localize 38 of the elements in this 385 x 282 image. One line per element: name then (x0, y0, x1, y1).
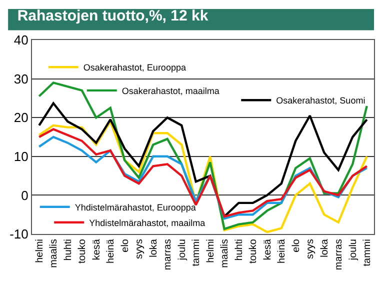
y-tick-label: 20 (14, 110, 28, 126)
x-tick-label: syys (134, 239, 146, 259)
chart-title: Rahastojen tuotto,%, 12 kk (17, 7, 209, 24)
y-tick-label: 0 (21, 188, 28, 203)
x-tick-label: elo (290, 238, 302, 252)
x-tick-label: loka (148, 238, 160, 258)
y-tick-label: 40 (14, 32, 28, 48)
y-tick-label: 10 (14, 148, 28, 164)
x-tick-label: maalis (220, 239, 231, 268)
legend-label: Yhdistelmärahastot, maailma (89, 218, 206, 228)
x-tick-label: kesä (262, 238, 274, 260)
legend-label: Osakerahastot, Suomi (276, 96, 366, 106)
x-tick-label: touko (248, 238, 260, 264)
y-tick-label: 30 (14, 71, 28, 86)
x-tick-label: elo (120, 238, 131, 252)
x-tick-label: helmi (205, 239, 216, 263)
x-tick-label: heinä (106, 238, 117, 264)
x-tick-label: maalis (48, 239, 60, 268)
x-tick-label: tammi (191, 239, 202, 266)
x-tick-label: touko (77, 238, 88, 264)
legend-label: Osakerahastot, Eurooppa (83, 62, 186, 73)
x-tick-label: joulu (176, 239, 188, 262)
x-tick-label: tammi (362, 239, 374, 266)
x-tick-label: heinä (276, 238, 288, 264)
line-series (38, 120, 368, 234)
x-tick-label: huhti (234, 239, 245, 261)
x-tick-label: marras (162, 239, 174, 270)
x-tick-label: syys (305, 239, 316, 259)
x-tick-label: loka (319, 238, 330, 258)
x-tick-label: marras (334, 239, 345, 270)
x-tick-label: joulu (348, 239, 359, 262)
x-tick-label: kesä (91, 238, 102, 260)
legend-label: Yhdistelmärahastot, Eurooppa (74, 202, 196, 212)
line-series (38, 82, 368, 230)
x-tick-label: huhti (62, 239, 74, 261)
y-tick-label: -10 (10, 226, 28, 242)
legend-label: Osakerahastot, maailma (122, 86, 220, 96)
x-tick-label: helmi (34, 239, 46, 263)
